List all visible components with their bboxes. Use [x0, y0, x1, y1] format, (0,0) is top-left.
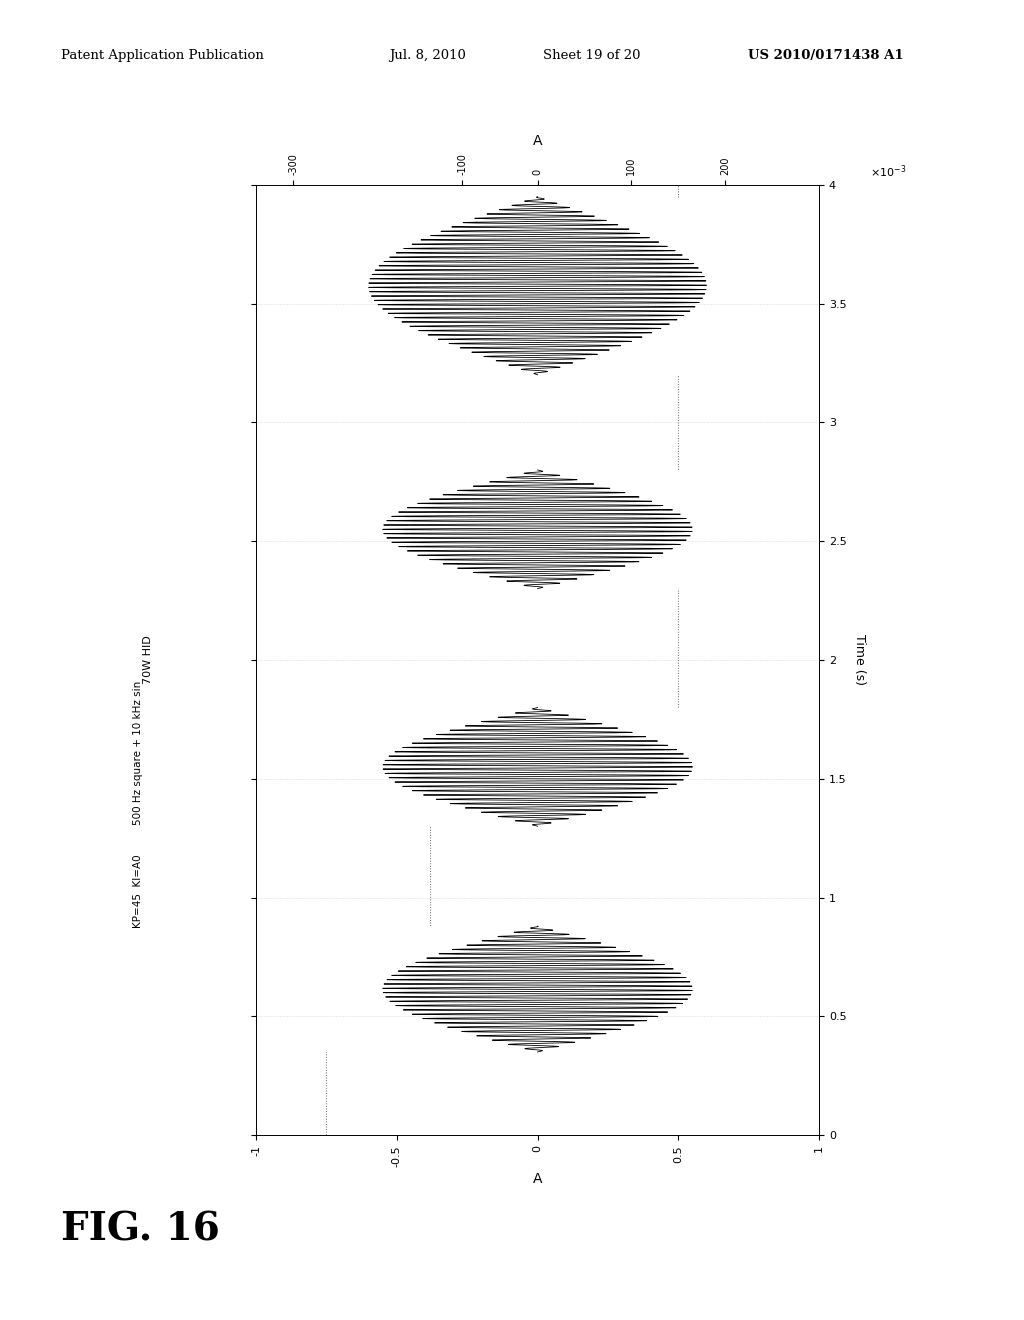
Text: $\times 10^{-3}$: $\times 10^{-3}$ [870, 164, 906, 180]
Y-axis label: Time (s): Time (s) [853, 635, 866, 685]
Text: 500 Hz square + 10 kHz sin: 500 Hz square + 10 kHz sin [133, 680, 143, 825]
X-axis label: A: A [532, 1172, 543, 1187]
Text: Jul. 8, 2010: Jul. 8, 2010 [389, 49, 466, 62]
Text: Sheet 19 of 20: Sheet 19 of 20 [543, 49, 640, 62]
Text: FIG. 16: FIG. 16 [61, 1210, 220, 1249]
Text: 70W HID: 70W HID [143, 636, 154, 684]
Text: US 2010/0171438 A1: US 2010/0171438 A1 [748, 49, 903, 62]
Text: KP=45  KI=A0: KP=45 KI=A0 [133, 854, 143, 928]
Text: Patent Application Publication: Patent Application Publication [61, 49, 264, 62]
X-axis label: A: A [532, 133, 543, 148]
